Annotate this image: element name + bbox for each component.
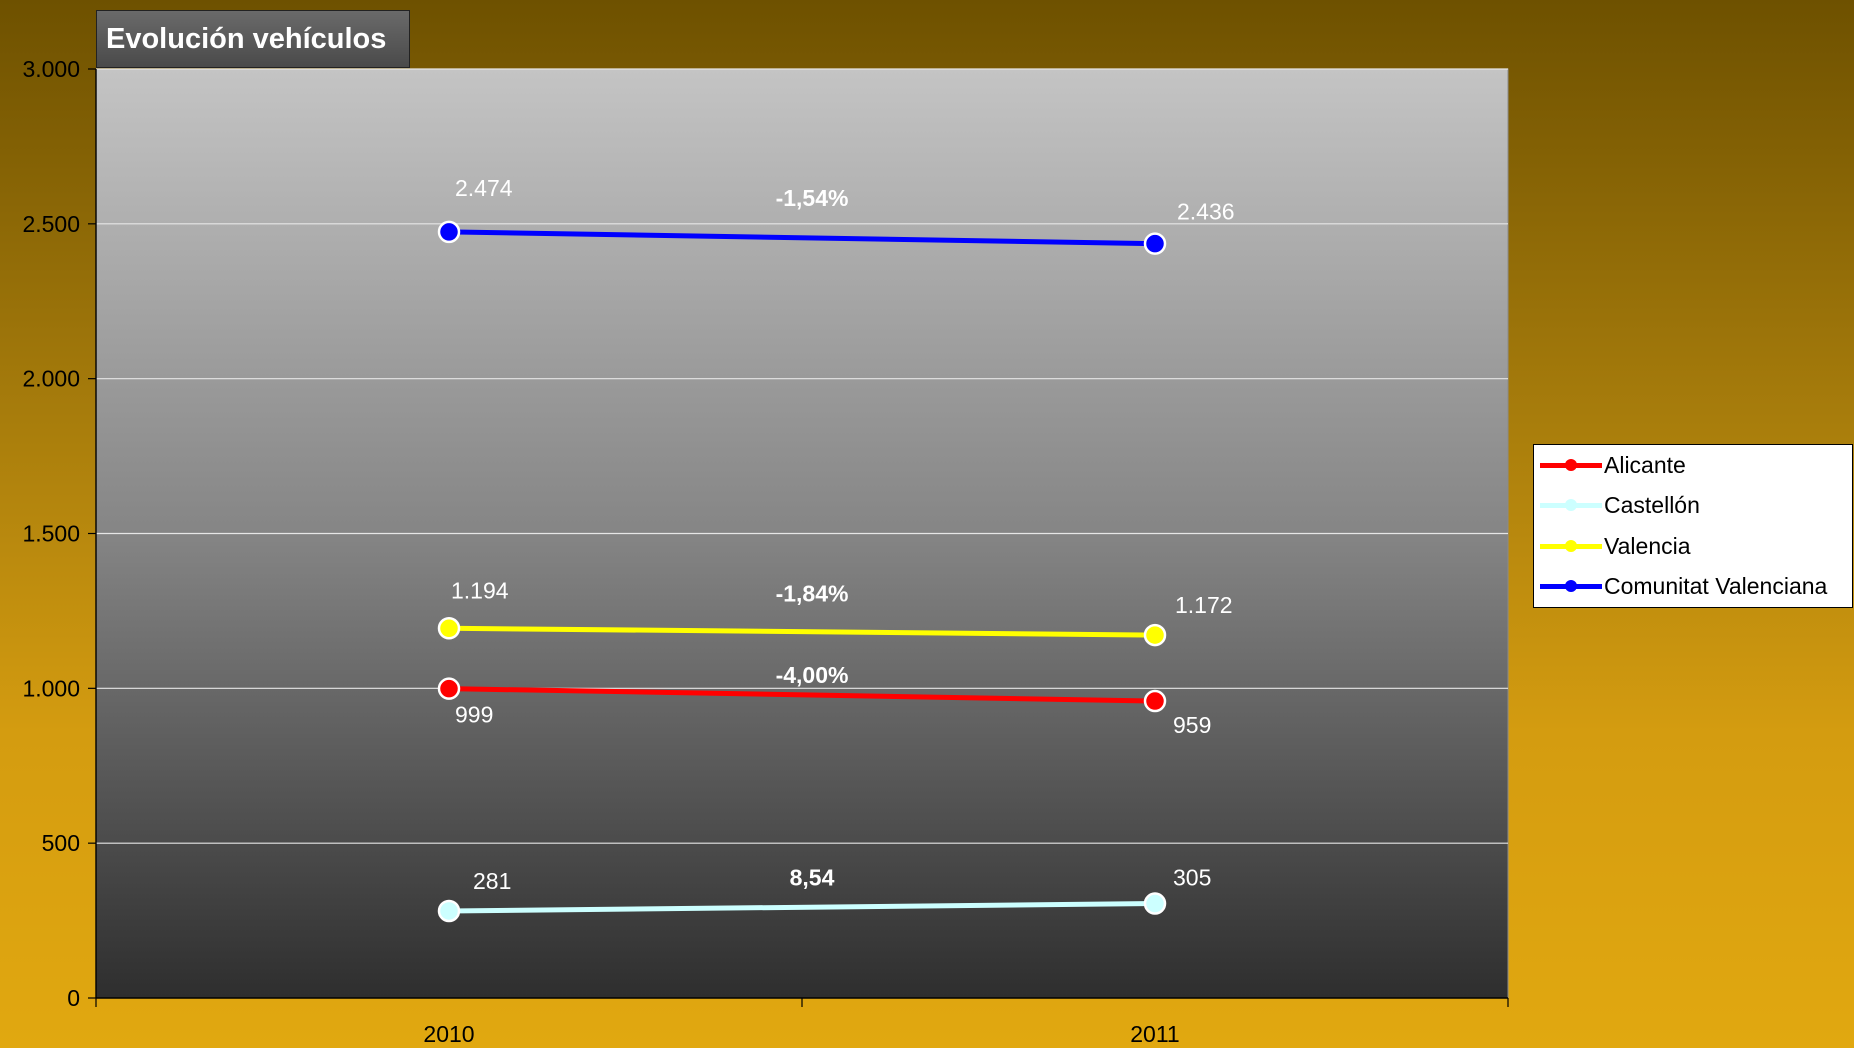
legend-item-castellon: Castellón	[1540, 485, 1700, 525]
y-tick-label: 1.000	[22, 675, 80, 701]
legend-swatch-marker	[1565, 459, 1577, 471]
change-label: -4,00%	[776, 662, 849, 688]
x-tick-label: 2011	[1130, 1021, 1179, 1047]
series-line	[448, 686, 1156, 704]
legend-swatch	[1540, 566, 1602, 606]
data-label: 281	[473, 868, 511, 894]
legend-label: Valencia	[1604, 532, 1691, 559]
data-label: 305	[1173, 865, 1211, 891]
series-line	[448, 901, 1156, 914]
data-label: 999	[455, 702, 493, 728]
legend-swatch	[1540, 526, 1602, 566]
legend-swatch	[1540, 445, 1602, 485]
change-label: -1,84%	[776, 581, 849, 607]
y-tick-label: 2.000	[22, 366, 80, 392]
data-label: 1.172	[1175, 592, 1233, 618]
data-point	[1143, 892, 1167, 915]
legend-swatch-marker	[1565, 499, 1577, 511]
change-label: 8,54	[790, 864, 835, 890]
legend-label: Castellón	[1604, 491, 1700, 518]
data-point	[1143, 623, 1167, 647]
legend-item-alicante: Alicante	[1540, 445, 1686, 485]
legend: Alicante Castellón Valencia Comunitat Va…	[1533, 444, 1853, 608]
y-tick-label: 0	[67, 985, 80, 1011]
data-point	[437, 677, 461, 700]
legend-label: Alicante	[1604, 451, 1686, 478]
y-tick-label: 1.500	[22, 521, 80, 547]
y-tick-label: 500	[42, 830, 80, 856]
data-point	[437, 220, 461, 244]
chart-title: Evolución vehículos	[96, 10, 410, 68]
legend-swatch-marker	[1565, 540, 1577, 552]
legend-swatch-marker	[1565, 580, 1577, 592]
legend-swatch	[1540, 485, 1602, 525]
data-point	[437, 899, 461, 923]
data-label: 2.436	[1177, 199, 1235, 225]
data-label: 2.474	[455, 175, 513, 201]
series-line	[448, 229, 1156, 247]
data-point	[1143, 232, 1167, 255]
data-label: 959	[1173, 712, 1211, 738]
change-label: -1,54%	[776, 185, 849, 211]
legend-item-valencia: Valencia	[1540, 526, 1691, 566]
y-tick-label: 3.000	[22, 56, 80, 82]
x-tick-label: 2010	[423, 1021, 474, 1047]
legend-label: Comunitat Valenciana	[1604, 572, 1828, 599]
data-label: 1.194	[451, 577, 509, 603]
y-tick-label: 2.500	[22, 211, 80, 237]
legend-item-comunitat-valenciana: Comunitat Valenciana	[1540, 566, 1827, 606]
series-line	[448, 625, 1156, 638]
data-point	[1143, 689, 1167, 713]
data-point	[437, 617, 461, 640]
